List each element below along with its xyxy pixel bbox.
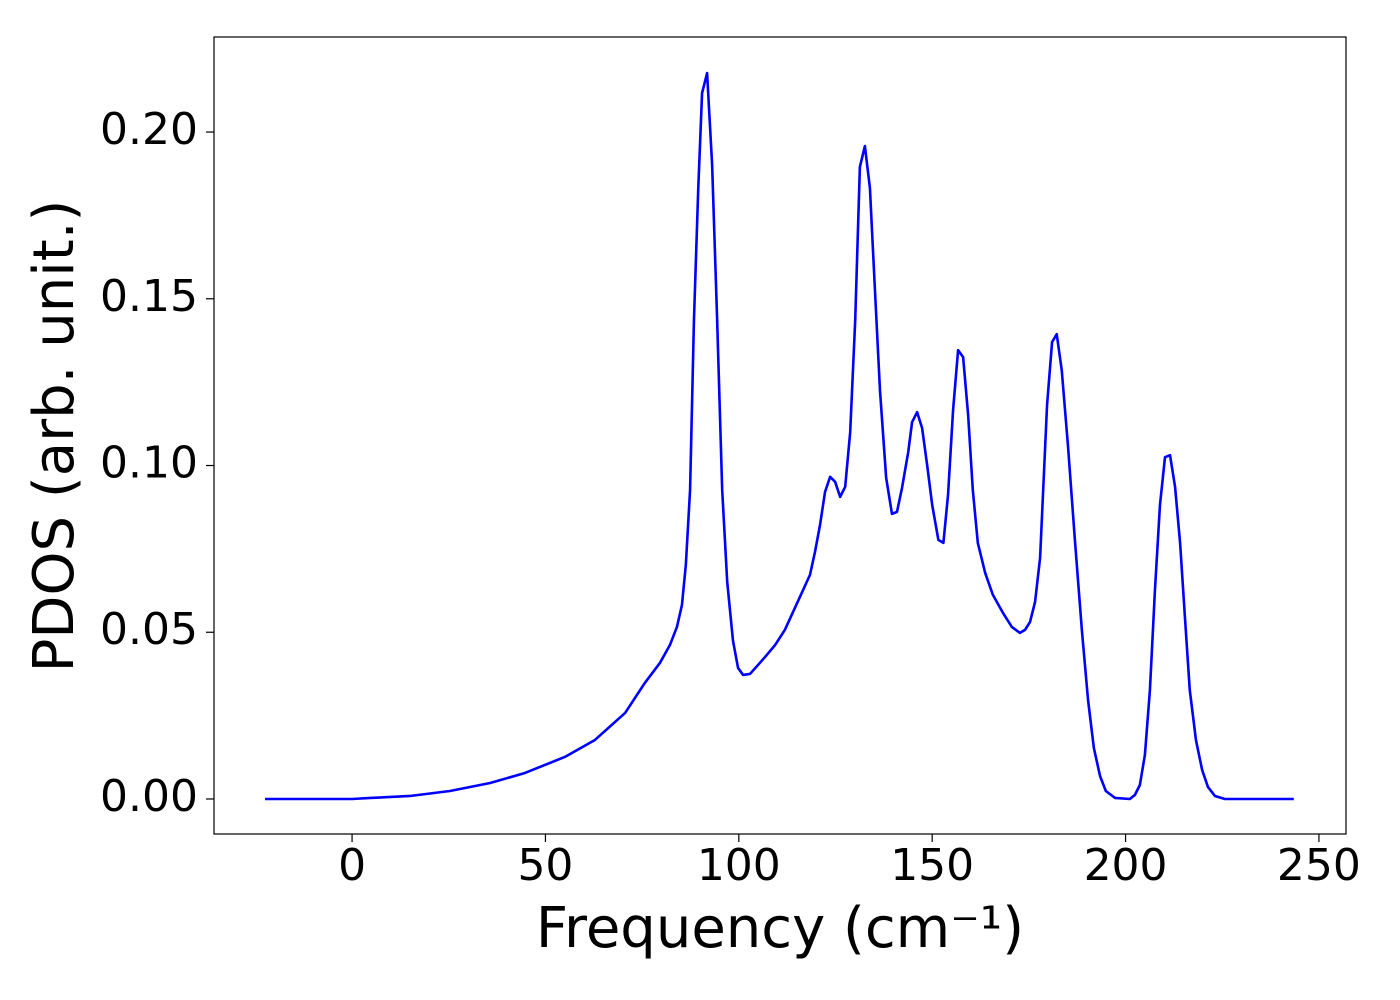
pdos-line xyxy=(265,71,1294,801)
y-tick-label: 0.05 xyxy=(100,604,198,655)
x-tick-label: 200 xyxy=(1084,840,1168,891)
plot-frame xyxy=(213,36,1347,835)
x-axis-label: Frequency (cm⁻¹) xyxy=(536,896,1024,961)
x-tick-label: 100 xyxy=(697,840,781,891)
x-tick-label: 0 xyxy=(338,840,366,891)
x-tick-label: 50 xyxy=(517,840,573,891)
y-tick-label: 0.20 xyxy=(100,104,198,155)
y-axis-label: PDOS (arb. unit.) xyxy=(22,200,87,673)
x-tick-label: 250 xyxy=(1277,840,1361,891)
y-tick-label: 0.10 xyxy=(100,438,198,489)
y-tick-label: 0.00 xyxy=(100,771,198,822)
x-tick-label: 150 xyxy=(890,840,974,891)
y-tick-label: 0.15 xyxy=(100,271,198,322)
